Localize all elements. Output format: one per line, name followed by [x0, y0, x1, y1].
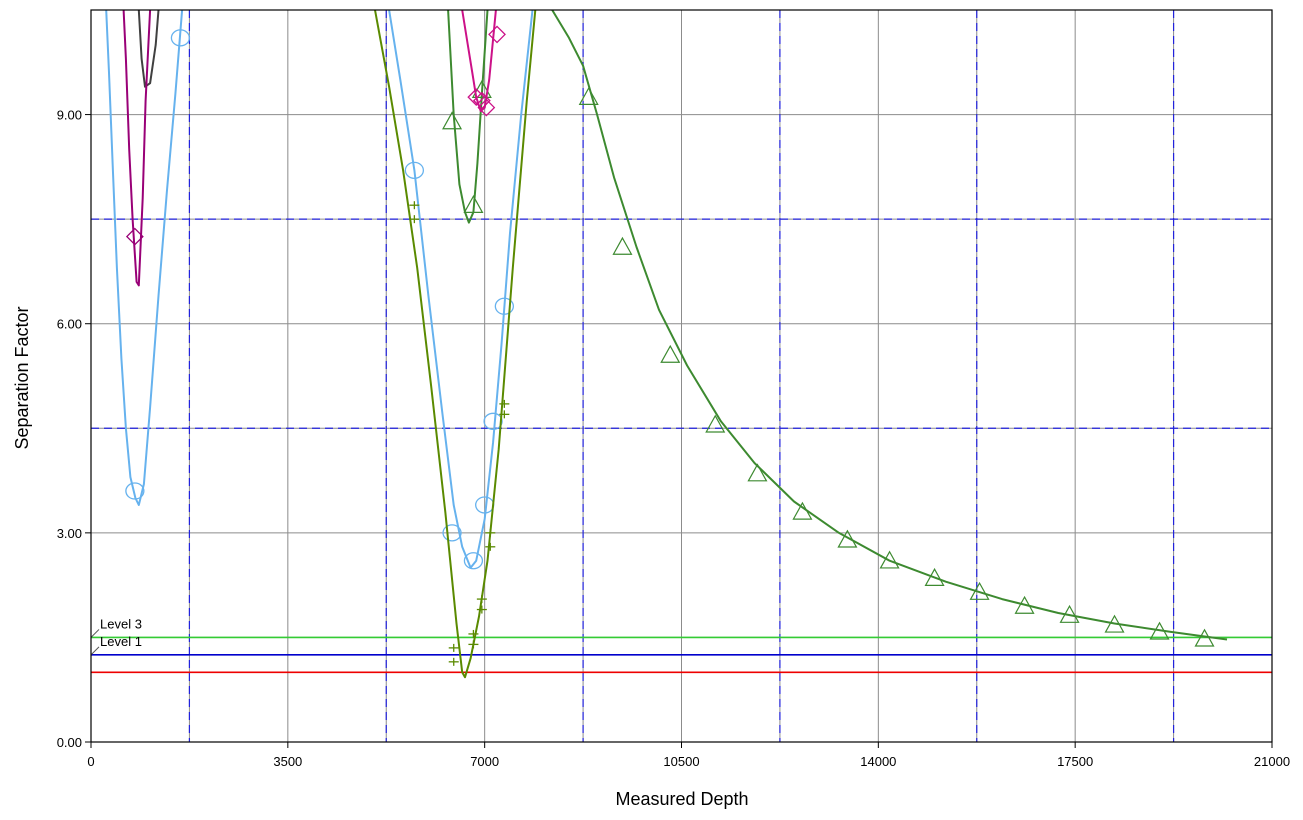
- x-tick-label: 21000: [1254, 754, 1290, 769]
- circle-marker: [494, 297, 515, 315]
- circle-marker: [125, 482, 145, 500]
- circle-marker: [404, 161, 425, 179]
- series-line: [105, 10, 184, 506]
- series-line: [122, 10, 152, 287]
- y-axis-label: Separation Factor: [12, 306, 32, 449]
- series-layer: [105, 10, 1228, 679]
- triangle-marker: [1149, 621, 1170, 640]
- triangle-marker: [660, 344, 681, 363]
- triangle-marker: [837, 529, 858, 548]
- x-tick-label: 17500: [1057, 754, 1093, 769]
- tick-labels-layer: 0 3500 7000 10500 14000 17500 21000 0.00 3.00 6.0…: [57, 108, 1290, 769]
- triangle-marker: [471, 79, 492, 98]
- diamond-marker: [472, 91, 491, 110]
- triangle-marker: [1104, 614, 1125, 633]
- grid-layer: [90, 9, 1273, 743]
- circle-marker: [442, 524, 462, 542]
- triangle-marker: [969, 581, 990, 600]
- y-tick-label: 6.00: [57, 317, 82, 332]
- series-line: [551, 10, 1228, 641]
- triangle-marker: [578, 86, 599, 105]
- triangle-marker: [705, 414, 726, 433]
- triangle-marker: [924, 567, 945, 586]
- triangle-marker: [1194, 628, 1215, 647]
- triangle-marker: [879, 550, 900, 569]
- x-tick-label: 0: [87, 754, 94, 769]
- triangle-marker: [463, 194, 484, 213]
- triangle-marker: [1014, 595, 1035, 614]
- y-tick-label: 3.00: [57, 526, 82, 541]
- level-lines-layer: Level 3 Level 1: [90, 616, 1272, 674]
- triangle-marker: [1059, 604, 1080, 623]
- level-label-leader: [90, 646, 100, 656]
- series-line: [461, 10, 497, 113]
- diamond-marker: [488, 25, 506, 44]
- x-axis-label: Measured Depth: [615, 789, 748, 809]
- diamond-marker: [125, 227, 144, 246]
- series-line: [374, 10, 537, 679]
- level-label: Level 1: [100, 634, 142, 649]
- circle-marker: [483, 412, 503, 430]
- y-tick-label: 9.00: [57, 108, 82, 123]
- triangle-marker: [747, 463, 768, 482]
- y-tick-label: 0.00: [57, 735, 82, 750]
- x-tick-label: 3500: [273, 754, 302, 769]
- x-tick-label: 10500: [663, 754, 699, 769]
- triangle-marker: [792, 501, 813, 520]
- circle-marker: [170, 29, 191, 47]
- diamond-marker: [477, 98, 496, 117]
- level-label: Level 3: [100, 616, 142, 631]
- triangle-marker: [442, 111, 463, 130]
- series-line: [447, 10, 489, 224]
- series-line: [137, 10, 160, 88]
- diamond-marker: [467, 88, 486, 107]
- x-tick-label: 14000: [860, 754, 896, 769]
- x-tick-label: 7000: [470, 754, 499, 769]
- level-label-leader: [90, 629, 100, 638]
- triangle-marker: [612, 236, 633, 255]
- circle-marker: [463, 552, 484, 570]
- dashed-reference-layer: [91, 10, 1272, 742]
